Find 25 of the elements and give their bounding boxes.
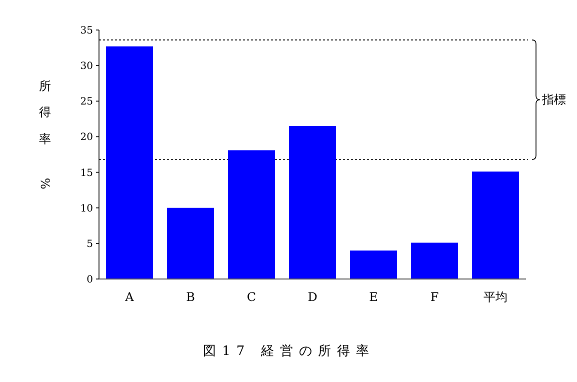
y-axis-title: 所得率 % bbox=[38, 70, 52, 216]
x-tick-label: 平均 bbox=[484, 290, 508, 304]
y-tick-label: 35 bbox=[80, 26, 93, 36]
bar bbox=[472, 172, 519, 279]
bar bbox=[289, 126, 336, 279]
x-tick-label: F bbox=[430, 290, 439, 304]
y-tick-label: 0 bbox=[86, 274, 93, 286]
x-tick-label: D bbox=[308, 290, 318, 304]
y-tick-label: 15 bbox=[80, 168, 93, 179]
y-tick-label: 5 bbox=[86, 238, 93, 250]
bar bbox=[350, 250, 397, 279]
x-tick-label: B bbox=[186, 290, 196, 304]
bar bbox=[228, 150, 275, 279]
text: 指標 bbox=[541, 92, 566, 107]
bar bbox=[411, 242, 458, 279]
bar bbox=[167, 208, 214, 279]
y-tick-label: 25 bbox=[80, 96, 93, 108]
x-tick-label: E bbox=[369, 290, 378, 304]
y-tick-label: 20 bbox=[80, 132, 93, 144]
text: 図17 経営の所得率 bbox=[203, 343, 375, 359]
x-tick-label: A bbox=[124, 290, 134, 304]
y-tick-label: 10 bbox=[80, 203, 93, 214]
x-tick-label: C bbox=[246, 290, 256, 304]
bar bbox=[106, 46, 153, 279]
y-tick-label: 30 bbox=[80, 61, 93, 72]
